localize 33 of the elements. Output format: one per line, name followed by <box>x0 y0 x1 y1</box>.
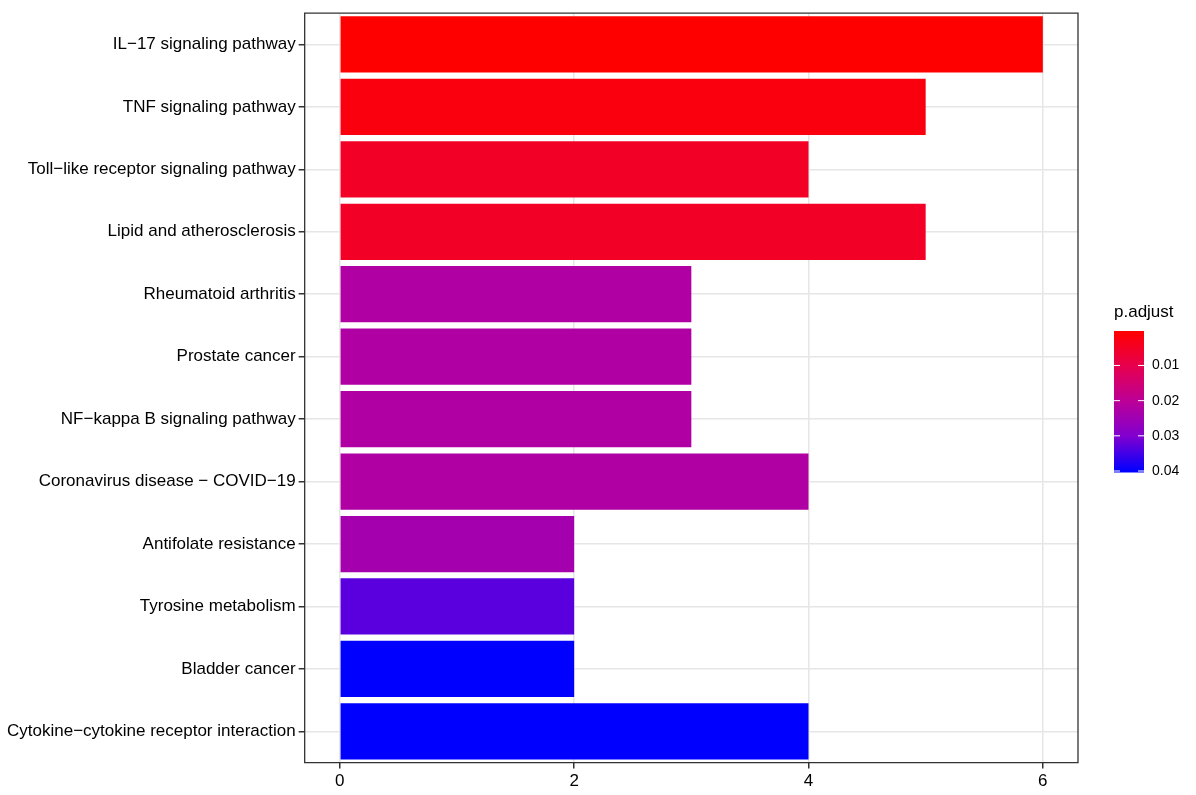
color-bar-label: 0.03 <box>1152 426 1180 443</box>
bar <box>340 703 809 760</box>
bar <box>340 16 1043 73</box>
bar <box>340 328 692 385</box>
bar <box>340 141 809 198</box>
y-tick-label: Rheumatoid arthritis <box>143 283 296 303</box>
bar <box>340 391 692 448</box>
color-bar-label: 0.04 <box>1152 461 1180 478</box>
y-tick-label: Antifolate resistance <box>142 533 296 553</box>
y-tick-label: Cytokine−cytokine receptor interaction <box>6 721 296 741</box>
y-tick-label: Toll−like receptor signaling pathway <box>27 159 297 179</box>
bar <box>340 515 575 573</box>
color-bar-label: 0.02 <box>1152 391 1180 408</box>
y-tick-label: Coronavirus disease − COVID−19 <box>38 471 296 491</box>
bar <box>340 266 692 323</box>
bar <box>340 203 926 260</box>
bar <box>340 640 575 698</box>
y-tick-label: Bladder cancer <box>181 658 297 678</box>
y-tick-label: Tyrosine metabolism <box>139 596 296 616</box>
bar <box>340 453 809 510</box>
y-tick-label: NF−kappa B signaling pathway <box>60 408 297 428</box>
bar <box>340 78 926 135</box>
y-tick-label: Prostate cancer <box>176 346 297 366</box>
y-tick-label: Lipid and atherosclerosis <box>107 221 296 241</box>
x-tick-label: 0 <box>335 771 345 791</box>
x-tick-label: 6 <box>1038 771 1048 791</box>
color-bar-title: p.adjust <box>1114 302 1174 322</box>
x-tick-label: 2 <box>569 771 579 791</box>
y-tick-label: IL−17 signaling pathway <box>112 34 297 54</box>
x-tick-label: 4 <box>803 771 814 791</box>
y-tick-label: TNF signaling pathway <box>122 96 297 116</box>
color-bar-label: 0.01 <box>1152 356 1180 373</box>
bar <box>340 578 575 635</box>
